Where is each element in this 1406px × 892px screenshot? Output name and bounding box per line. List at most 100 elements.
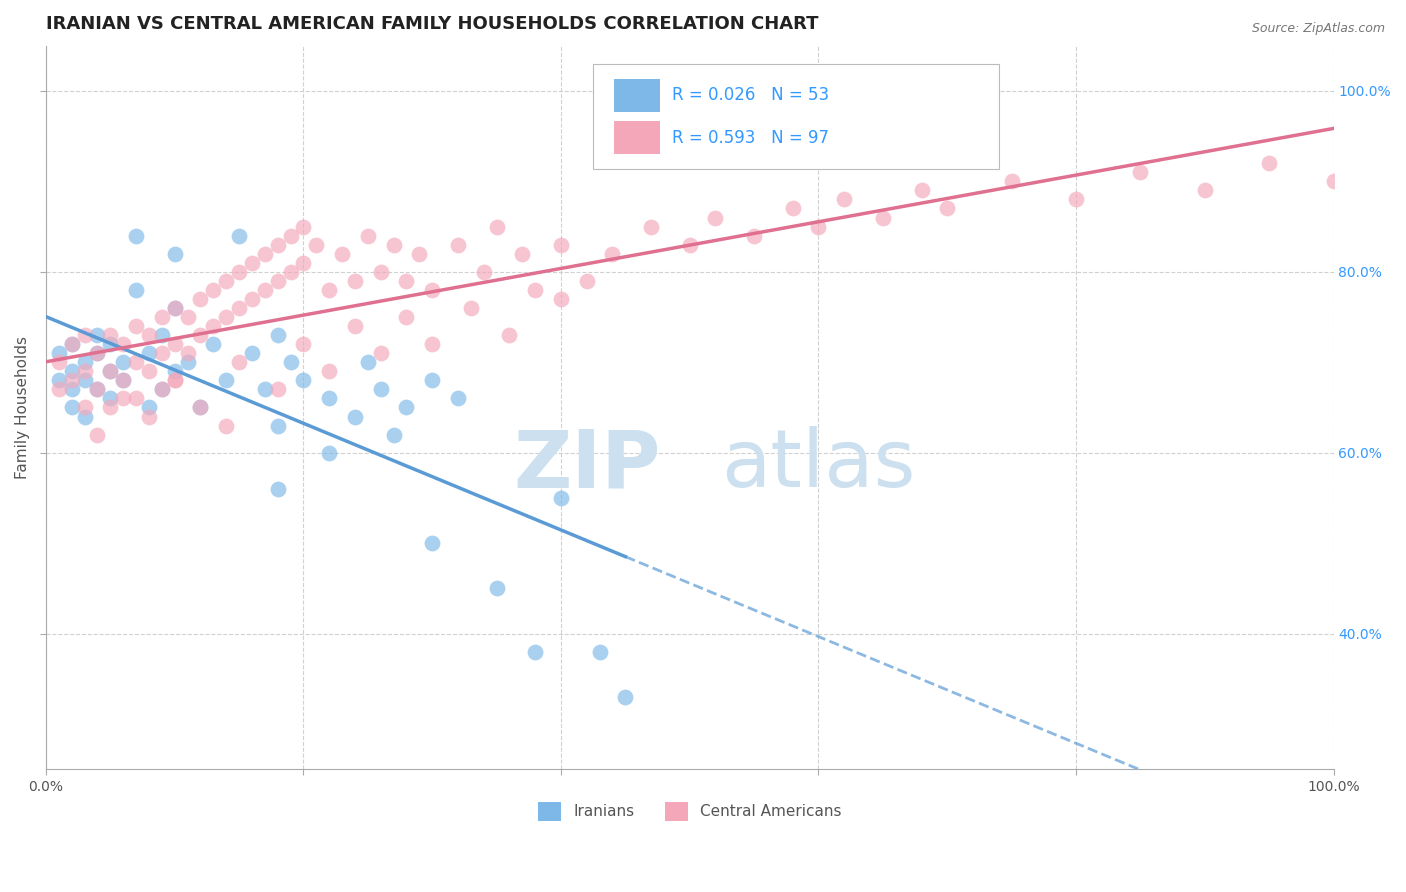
Text: atlas: atlas <box>721 426 915 504</box>
Point <box>910 183 932 197</box>
Point <box>228 301 250 315</box>
Point <box>292 373 315 387</box>
Point <box>150 328 173 343</box>
Point <box>176 310 198 324</box>
Point <box>163 301 186 315</box>
Point <box>742 228 765 243</box>
Point <box>575 274 598 288</box>
Point <box>138 364 160 378</box>
Point <box>1129 165 1152 179</box>
Point <box>86 346 108 360</box>
Point <box>228 355 250 369</box>
Point <box>550 491 572 505</box>
FancyBboxPatch shape <box>593 63 998 169</box>
Point <box>292 219 315 234</box>
Point <box>125 319 148 334</box>
Point <box>420 283 443 297</box>
Point <box>215 274 238 288</box>
Point <box>357 228 380 243</box>
Point <box>292 337 315 351</box>
Point <box>524 283 547 297</box>
Point <box>240 292 263 306</box>
Point <box>343 319 366 334</box>
Point <box>1322 174 1344 188</box>
Point <box>86 346 108 360</box>
Point <box>98 337 121 351</box>
Point <box>936 202 959 216</box>
Point <box>640 219 662 234</box>
Point <box>163 364 186 378</box>
Point <box>73 355 96 369</box>
Point <box>267 274 290 288</box>
FancyBboxPatch shape <box>614 79 661 112</box>
Point <box>704 211 727 225</box>
Text: R = 0.026   N = 53: R = 0.026 N = 53 <box>672 86 830 103</box>
Point <box>73 328 96 343</box>
Text: ZIP: ZIP <box>513 426 661 504</box>
Point <box>73 409 96 424</box>
Point <box>150 383 173 397</box>
Point <box>190 401 212 415</box>
Point <box>318 364 340 378</box>
Point <box>190 292 212 306</box>
Point <box>408 246 430 260</box>
Point <box>370 346 392 360</box>
Point <box>86 383 108 397</box>
Point <box>1064 193 1087 207</box>
Point <box>73 364 96 378</box>
Point <box>163 373 186 387</box>
Point <box>1258 156 1281 170</box>
Point <box>190 401 212 415</box>
Point <box>48 383 70 397</box>
Point <box>228 265 250 279</box>
Text: IRANIAN VS CENTRAL AMERICAN FAMILY HOUSEHOLDS CORRELATION CHART: IRANIAN VS CENTRAL AMERICAN FAMILY HOUSE… <box>46 15 818 33</box>
Point <box>395 274 418 288</box>
Point <box>550 237 572 252</box>
Point <box>267 328 290 343</box>
Point <box>267 383 290 397</box>
Point <box>267 482 290 496</box>
Point <box>163 373 186 387</box>
Point <box>292 256 315 270</box>
Point <box>176 346 198 360</box>
Point <box>125 228 148 243</box>
Point <box>176 355 198 369</box>
Point <box>150 310 173 324</box>
Point <box>524 645 547 659</box>
Point <box>679 237 702 252</box>
Point <box>112 373 135 387</box>
Point <box>86 383 108 397</box>
Point <box>138 401 160 415</box>
Point <box>370 265 392 279</box>
Point <box>305 237 328 252</box>
Point <box>112 337 135 351</box>
Point <box>86 328 108 343</box>
Point <box>48 346 70 360</box>
Point <box>588 645 610 659</box>
Point <box>48 355 70 369</box>
Point <box>98 364 121 378</box>
Legend: Iranians, Central Americans: Iranians, Central Americans <box>531 796 848 827</box>
Point <box>112 355 135 369</box>
Point <box>472 265 495 279</box>
Point <box>150 346 173 360</box>
Point <box>420 373 443 387</box>
Point <box>215 418 238 433</box>
Point <box>240 256 263 270</box>
Point <box>1194 183 1216 197</box>
Point <box>98 392 121 406</box>
Point <box>807 219 830 234</box>
Point <box>267 237 290 252</box>
Text: Source: ZipAtlas.com: Source: ZipAtlas.com <box>1251 22 1385 36</box>
Point <box>253 383 276 397</box>
Point <box>228 228 250 243</box>
Point <box>98 364 121 378</box>
Point <box>163 301 186 315</box>
Point <box>112 373 135 387</box>
Point <box>253 246 276 260</box>
Point <box>382 237 405 252</box>
Point <box>318 283 340 297</box>
Point <box>357 355 380 369</box>
Point <box>86 427 108 442</box>
Point <box>420 536 443 550</box>
